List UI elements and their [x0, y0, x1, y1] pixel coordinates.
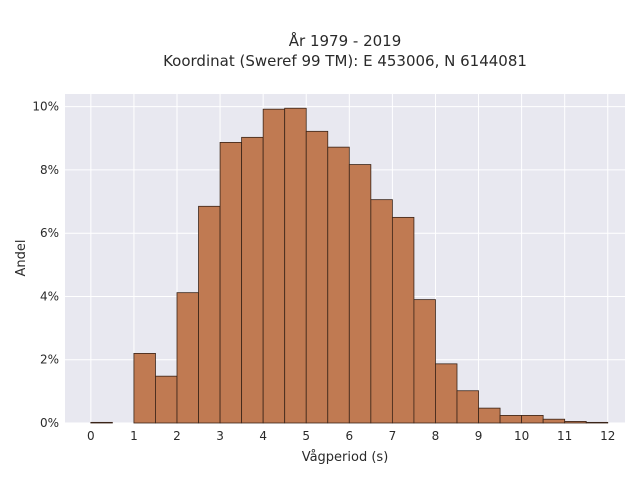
y-tick-label-0: 0%: [40, 416, 59, 430]
histogram-bar-5: [219, 142, 243, 424]
histogram-bar-4: [198, 205, 221, 424]
chart-title-line-1: År 1979 - 2019: [289, 31, 402, 50]
histogram-bar-10: [327, 146, 350, 424]
x-tick-label-9: 9: [475, 429, 483, 443]
histogram-bar-8: [284, 107, 307, 424]
histogram-bar-7: [262, 108, 286, 424]
y-axis-ticks: 0% 2% 4% 6% 8% 10%: [32, 100, 59, 430]
y-tick-label-2: 4%: [40, 289, 59, 303]
y-tick-label-1: 2%: [40, 353, 59, 367]
histogram-bar-14: [413, 299, 436, 424]
x-tick-label-10: 10: [514, 429, 529, 443]
histogram-bar-18: [499, 415, 523, 424]
x-tick-label-4: 4: [259, 429, 267, 443]
y-tick-label-5: 10%: [32, 100, 59, 114]
histogram-bar-21: [564, 421, 587, 424]
x-tick-label-2: 2: [173, 429, 181, 443]
histogram-bar-12: [370, 199, 393, 424]
histogram-bar-22: [585, 421, 609, 424]
histogram-bar-13: [391, 216, 415, 424]
x-tick-label-3: 3: [216, 429, 224, 443]
histogram-bar-2: [155, 375, 178, 424]
histogram-bar-17: [478, 407, 501, 424]
bars: [90, 107, 609, 424]
histogram-bar-9: [305, 130, 329, 424]
histogram-bar-11: [348, 164, 372, 424]
histogram-bar-15: [435, 363, 458, 424]
histogram-bar-19: [521, 415, 544, 424]
x-tick-label-8: 8: [432, 429, 440, 443]
histogram-bar-20: [542, 418, 566, 424]
y-tick-label-3: 6%: [40, 226, 59, 240]
x-tick-label-1: 1: [130, 429, 138, 443]
x-axis-ticks: 0 1 2 3 4 5 6 7 8 9 10 11 12: [87, 429, 615, 443]
histogram-bar-6: [241, 136, 264, 424]
x-tick-label-0: 0: [87, 429, 95, 443]
x-tick-label-7: 7: [389, 429, 397, 443]
y-axis-label: Andel: [14, 240, 29, 277]
histogram-bar-3: [176, 292, 199, 424]
histogram-bar-0: [90, 421, 113, 424]
x-tick-label-11: 11: [557, 429, 572, 443]
histogram-bar-1: [133, 353, 156, 424]
histogram-bar-16: [456, 390, 479, 424]
chart-title-line-2: Koordinat (Sweref 99 TM): E 453006, N 61…: [163, 52, 527, 70]
x-tick-label-12: 12: [600, 429, 615, 443]
x-tick-label-6: 6: [345, 429, 353, 443]
x-tick-label-5: 5: [302, 429, 310, 443]
x-axis-label: Vågperiod (s): [302, 450, 389, 465]
y-tick-label-4: 8%: [40, 163, 59, 177]
